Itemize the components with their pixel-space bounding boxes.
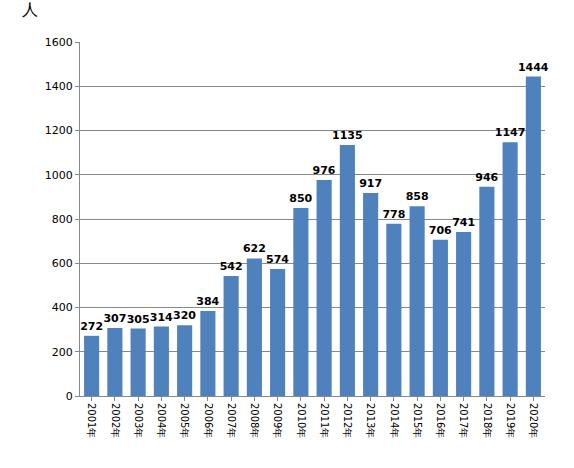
svg-text:706: 706: [429, 224, 452, 237]
svg-text:1200: 1200: [45, 124, 73, 137]
svg-text:574: 574: [266, 253, 289, 266]
svg-text:2015年: 2015年: [412, 403, 423, 438]
svg-text:1147: 1147: [495, 126, 526, 139]
svg-text:2012年: 2012年: [342, 403, 353, 438]
svg-text:946: 946: [475, 171, 498, 184]
svg-text:741: 741: [452, 216, 475, 229]
svg-text:2006年: 2006年: [203, 403, 214, 438]
svg-text:2001年: 2001年: [86, 403, 97, 438]
svg-text:1600: 1600: [45, 36, 73, 49]
svg-text:917: 917: [359, 177, 382, 190]
svg-text:2002年: 2002年: [110, 403, 121, 438]
svg-text:384: 384: [196, 295, 219, 308]
svg-text:2017年: 2017年: [458, 403, 469, 438]
svg-text:2014年: 2014年: [389, 403, 400, 438]
svg-text:1135: 1135: [332, 129, 363, 142]
svg-text:400: 400: [52, 301, 73, 314]
svg-text:800: 800: [52, 213, 73, 226]
svg-text:2019年: 2019年: [505, 403, 516, 438]
svg-text:2007年: 2007年: [226, 403, 237, 438]
svg-text:858: 858: [406, 190, 429, 203]
svg-text:778: 778: [382, 208, 405, 221]
svg-text:850: 850: [289, 192, 312, 205]
svg-text:1444: 1444: [518, 61, 549, 74]
svg-text:307: 307: [103, 312, 126, 325]
svg-text:305: 305: [127, 313, 150, 326]
svg-text:2004年: 2004年: [156, 403, 167, 438]
svg-text:2005年: 2005年: [179, 403, 190, 438]
svg-text:314: 314: [150, 311, 173, 324]
svg-text:1400: 1400: [45, 80, 73, 93]
svg-text:2003年: 2003年: [133, 403, 144, 438]
svg-text:2020年: 2020年: [528, 403, 539, 438]
svg-text:2011年: 2011年: [319, 403, 330, 438]
svg-text:0: 0: [66, 390, 73, 403]
svg-text:272: 272: [80, 320, 103, 333]
svg-text:542: 542: [220, 260, 243, 273]
svg-text:622: 622: [243, 242, 266, 255]
svg-text:200: 200: [52, 346, 73, 359]
svg-text:2009年: 2009年: [272, 403, 283, 438]
svg-text:2016年: 2016年: [435, 403, 446, 438]
svg-text:人: 人: [22, 0, 38, 19]
svg-text:976: 976: [312, 164, 335, 177]
svg-text:1000: 1000: [45, 169, 73, 182]
svg-text:600: 600: [52, 257, 73, 270]
svg-text:2008年: 2008年: [249, 403, 260, 438]
svg-text:320: 320: [173, 309, 196, 322]
svg-text:2018年: 2018年: [482, 403, 493, 438]
svg-text:2013年: 2013年: [365, 403, 376, 438]
svg-text:2010年: 2010年: [296, 403, 307, 438]
